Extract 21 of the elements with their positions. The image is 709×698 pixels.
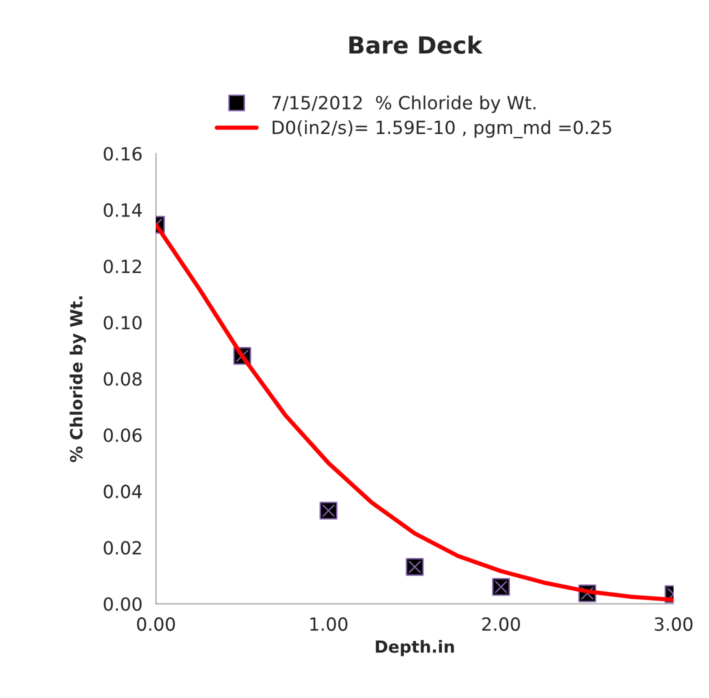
point bbox=[320, 502, 338, 520]
y-tick-label: 0.14 bbox=[104, 203, 142, 217]
y-axis-title: % Chloride by Wt. bbox=[70, 296, 86, 462]
y-tick-label: 0.06 bbox=[104, 428, 142, 442]
y-tick-label: 0.12 bbox=[104, 260, 141, 274]
y-tick-label: 0.08 bbox=[104, 372, 142, 386]
chart-title: Bare Deck bbox=[349, 36, 483, 54]
x-tick-label: 2.00 bbox=[482, 617, 520, 631]
x-tick-label: 0.00 bbox=[137, 617, 175, 631]
point bbox=[406, 558, 424, 576]
legend-label: D0(in2/s)= 1.59E-10 , pgm_md =0.25 bbox=[272, 120, 612, 138]
point bbox=[492, 578, 510, 596]
y-tick-label: 0.16 bbox=[104, 147, 142, 161]
y-tick-label: 0.10 bbox=[104, 316, 142, 330]
y-tick-label: 0.00 bbox=[104, 597, 142, 611]
x-axis-title: Depth.in bbox=[376, 640, 454, 656]
x-tick-label: 1.00 bbox=[310, 617, 348, 631]
legend-label: 7/15/2012 % Chloride by Wt. bbox=[272, 96, 536, 114]
y-tick-label: 0.04 bbox=[104, 484, 142, 498]
y-tick-label: 0.02 bbox=[104, 540, 141, 555]
x-tick-label: 3.00 bbox=[654, 617, 692, 631]
